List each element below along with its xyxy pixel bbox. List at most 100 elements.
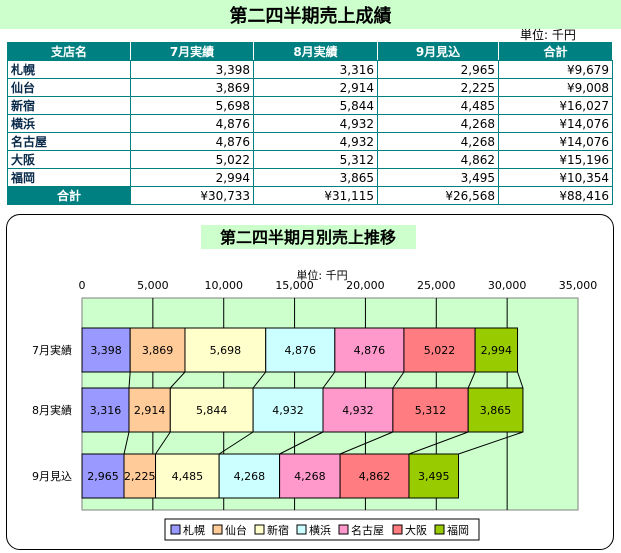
table-row: 仙台 3,869 2,914 2,225 ¥9,008 [7, 78, 613, 97]
table-cell-value: 4,932 [253, 132, 378, 151]
legend-label: 大阪 [405, 523, 427, 537]
bar-data-label: 3,865 [480, 404, 512, 417]
table-header-row: 支店名 7月実績 8月実績 9月見込 合計 [7, 42, 613, 61]
table-cell-value: ¥26,568 [377, 186, 499, 205]
x-tick-label: 25,000 [417, 279, 456, 292]
bar-segment [474, 327, 519, 373]
bar-data-label: 3,495 [418, 470, 450, 483]
bar-data-label: 4,268 [294, 470, 326, 483]
table-cell-value: 3,495 [377, 168, 499, 187]
x-tick-label: 5,000 [137, 279, 169, 292]
bar-segment [155, 453, 220, 499]
y-category-label: 8月実績 [32, 403, 72, 417]
title-band [0, 0, 621, 29]
y-category-label: 7月実績 [32, 343, 72, 357]
y-category-label: 9月見込 [32, 470, 72, 483]
table-cell-value: ¥14,076 [498, 132, 613, 151]
series-line [279, 431, 324, 455]
bar-data-label: 5,844 [196, 404, 228, 417]
chart-title-band [201, 225, 416, 249]
table-row: 名古屋 4,876 4,932 4,268 ¥14,076 [7, 132, 613, 151]
series-line [392, 371, 405, 389]
series-line [467, 371, 476, 389]
bar-data-label: 3,316 [90, 404, 122, 417]
bar-segment [322, 387, 394, 433]
table-cell-branch: 名古屋 [7, 132, 131, 151]
bar-segment [265, 327, 336, 373]
legend-swatch [338, 524, 349, 535]
x-tick-label: 0 [79, 279, 86, 292]
bar-segment [334, 327, 405, 373]
header-july: 7月実績 [130, 42, 254, 61]
bar-data-label: 2,994 [481, 344, 513, 357]
legend-label: 新宿 [267, 523, 289, 537]
legend-label: 福岡 [447, 523, 469, 537]
bar-data-label: 4,485 [172, 470, 204, 483]
table-cell-value: ¥9,008 [498, 78, 613, 97]
sales-table: 支店名 7月実績 8月実績 9月見込 合計 札幌 3,398 3,316 2,965 ¥… [7, 42, 613, 205]
legend-swatch [170, 524, 181, 535]
table-cell-branch: 仙台 [7, 78, 131, 97]
bar-data-label: 3,398 [90, 344, 122, 357]
x-tick-label: 20,000 [346, 279, 385, 292]
table-cell-value: 2,225 [377, 78, 499, 97]
bar-data-label: 5,698 [210, 344, 242, 357]
report-title: 第二四半期売上成績 [229, 6, 392, 27]
table-row: 横浜 4,876 4,932 4,268 ¥14,076 [7, 114, 613, 133]
bar-data-label: 2,225 [124, 470, 156, 483]
legend-label: 仙台 [225, 523, 247, 537]
table-row: 大阪 5,022 5,312 4,862 ¥15,196 [7, 150, 613, 169]
series-line [339, 431, 394, 455]
x-tick-label: 35,000 [559, 279, 598, 292]
series-line [218, 431, 254, 455]
bar-segment [128, 387, 171, 433]
legend-swatch [254, 524, 265, 535]
legend-label: 名古屋 [351, 523, 384, 537]
table-cell-value: ¥31,115 [253, 186, 378, 205]
table-cell-value: ¥30,733 [130, 186, 254, 205]
legend-swatch [392, 524, 403, 535]
legend-label: 札幌 [183, 523, 205, 537]
bar-data-label: 4,932 [342, 404, 374, 417]
x-tick-label: 30,000 [488, 279, 527, 292]
table-cell-branch: 合計 [7, 186, 131, 205]
legend-swatch [296, 524, 307, 535]
table-cell-value: 4,485 [377, 96, 499, 115]
chart-unit-label: 単位: 千円 [296, 268, 347, 282]
x-tick-label: 15,000 [275, 279, 314, 292]
series-line [169, 371, 186, 389]
header-september: 9月見込 [377, 42, 499, 61]
bar-segment [403, 327, 476, 373]
series-line [155, 431, 171, 455]
series-line [408, 431, 469, 455]
table-cell-value: ¥14,076 [498, 114, 613, 133]
bar-segment [392, 387, 469, 433]
bar-data-label: 2,965 [87, 470, 119, 483]
table-cell-branch: 新宿 [7, 96, 131, 115]
series-line [322, 371, 336, 389]
bar-data-label: 4,862 [359, 470, 391, 483]
legend-swatch [434, 524, 445, 535]
x-tick-label: 10,000 [204, 279, 243, 292]
header-branch: 支店名 [7, 42, 131, 61]
table-cell-value: 3,865 [253, 168, 378, 187]
bar-segment [252, 387, 324, 433]
bar-segment [339, 453, 410, 499]
bar-segment [408, 453, 460, 499]
bar-data-label: 3,869 [142, 344, 174, 357]
legend-swatch [212, 524, 223, 535]
bar-segment [81, 453, 125, 499]
series-line [252, 371, 267, 389]
bar-data-label: 4,932 [272, 404, 304, 417]
bar-data-label: 4,876 [285, 344, 317, 357]
header-total: 合計 [498, 42, 613, 61]
bar-data-label: 4,876 [354, 344, 386, 357]
bar-segment [81, 387, 130, 433]
bar-segment [184, 327, 267, 373]
series-line [128, 371, 131, 389]
bar-segment [123, 453, 157, 499]
bar-segment [81, 327, 131, 373]
series-line [458, 431, 524, 455]
series-line [123, 431, 130, 455]
